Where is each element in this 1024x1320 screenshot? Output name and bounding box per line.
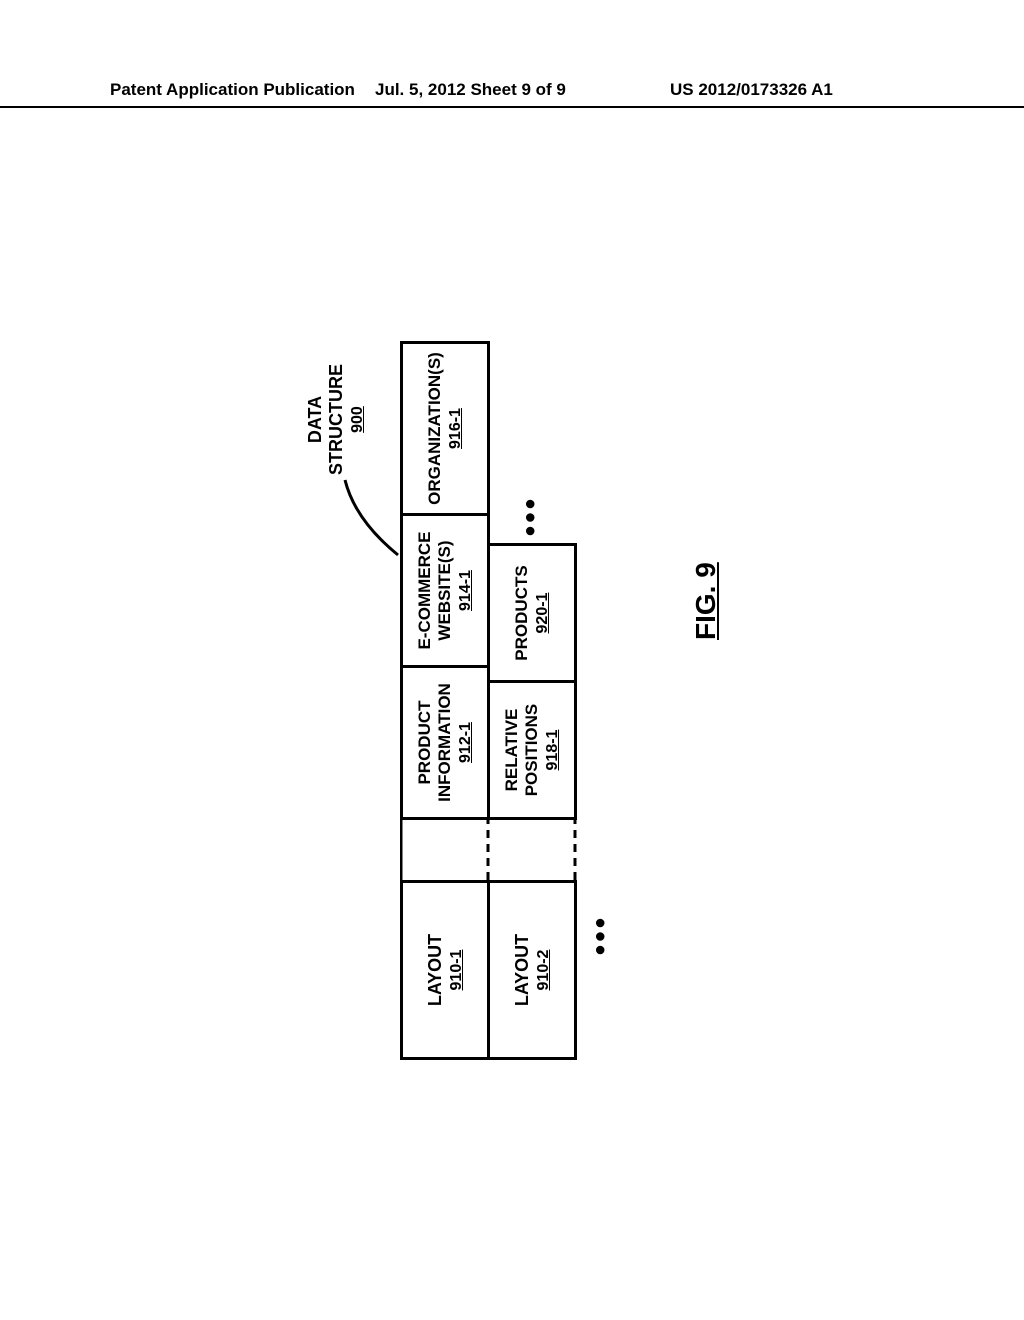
organization-ref: 916-1 bbox=[447, 408, 465, 449]
connector-lines bbox=[400, 815, 580, 880]
layout-box-2: LAYOUT 910-2 bbox=[487, 880, 577, 1060]
products-label: PRODUCTS bbox=[512, 565, 532, 660]
figure-label: FIG. 9 bbox=[690, 562, 722, 640]
cell-ecommerce: E-COMMERCE WEBSITE(S) 914-1 bbox=[400, 513, 490, 668]
layout-label-1: LAYOUT bbox=[425, 934, 446, 1006]
layout-ref-2: 910-2 bbox=[535, 950, 553, 991]
rotated-diagram: DATA STRUCTURE 900 LAYOUT 910-1 LAYOUT 9… bbox=[300, 260, 720, 1060]
title-text: DATA STRUCTURE bbox=[305, 364, 347, 475]
detail-row-2: RELATIVE POSITIONS 918-1 PRODUCTS 920-1 … bbox=[487, 344, 574, 820]
header-center: Jul. 5, 2012 Sheet 9 of 9 bbox=[375, 80, 566, 100]
organization-label: ORGANIZATION(S) bbox=[425, 352, 445, 505]
layout-box-1: LAYOUT 910-1 bbox=[400, 880, 490, 1060]
cell-products: PRODUCTS 920-1 bbox=[487, 543, 577, 683]
cell-organization: ORGANIZATION(S) 916-1 bbox=[400, 341, 490, 516]
title-ref: 900 bbox=[349, 364, 367, 475]
detail-row-1: PRODUCT INFORMATION 912-1 E-COMMERCE WEB… bbox=[400, 344, 487, 820]
ellipsis-right: ••• bbox=[487, 486, 574, 546]
ellipsis-left: ••• bbox=[584, 880, 618, 1060]
product-info-ref: 912-1 bbox=[457, 722, 475, 763]
products-ref: 920-1 bbox=[534, 593, 552, 634]
header-left: Patent Application Publication bbox=[110, 80, 355, 100]
layout-label-2: LAYOUT bbox=[512, 934, 533, 1006]
product-info-label: PRODUCT INFORMATION bbox=[415, 683, 455, 802]
page-header: Patent Application Publication Jul. 5, 2… bbox=[0, 78, 1024, 108]
data-structure-label: DATA STRUCTURE 900 bbox=[305, 364, 367, 475]
layout-ref-1: 910-1 bbox=[448, 950, 466, 991]
ecommerce-ref: 914-1 bbox=[457, 570, 475, 611]
relative-pos-label: RELATIVE POSITIONS bbox=[502, 704, 542, 797]
relative-pos-ref: 918-1 bbox=[544, 730, 562, 771]
detail-table: PRODUCT INFORMATION 912-1 E-COMMERCE WEB… bbox=[400, 344, 574, 820]
diagram-wrapper: DATA STRUCTURE 900 LAYOUT 910-1 LAYOUT 9… bbox=[300, 260, 720, 1060]
ecommerce-label: E-COMMERCE WEBSITE(S) bbox=[415, 531, 455, 649]
cell-relative-pos: RELATIVE POSITIONS 918-1 bbox=[487, 680, 577, 820]
layout-column: LAYOUT 910-1 LAYOUT 910-2 ••• bbox=[400, 880, 618, 1060]
header-right: US 2012/0173326 A1 bbox=[670, 80, 833, 100]
cell-product-info: PRODUCT INFORMATION 912-1 bbox=[400, 665, 490, 820]
